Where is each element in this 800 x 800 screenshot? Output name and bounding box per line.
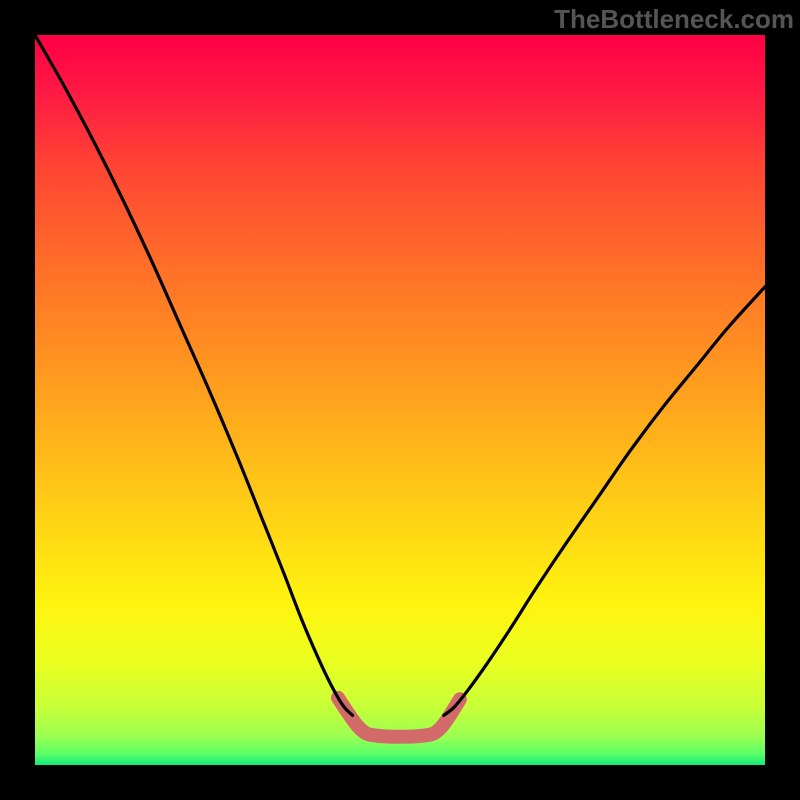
right-curve xyxy=(444,287,765,716)
watermark-text: TheBottleneck.com xyxy=(554,4,794,35)
plot-area xyxy=(35,35,765,765)
left-curve xyxy=(35,35,353,715)
optimal-range-bracket xyxy=(338,698,460,737)
bottleneck-curve xyxy=(35,35,765,765)
chart-frame: TheBottleneck.com xyxy=(0,0,800,800)
